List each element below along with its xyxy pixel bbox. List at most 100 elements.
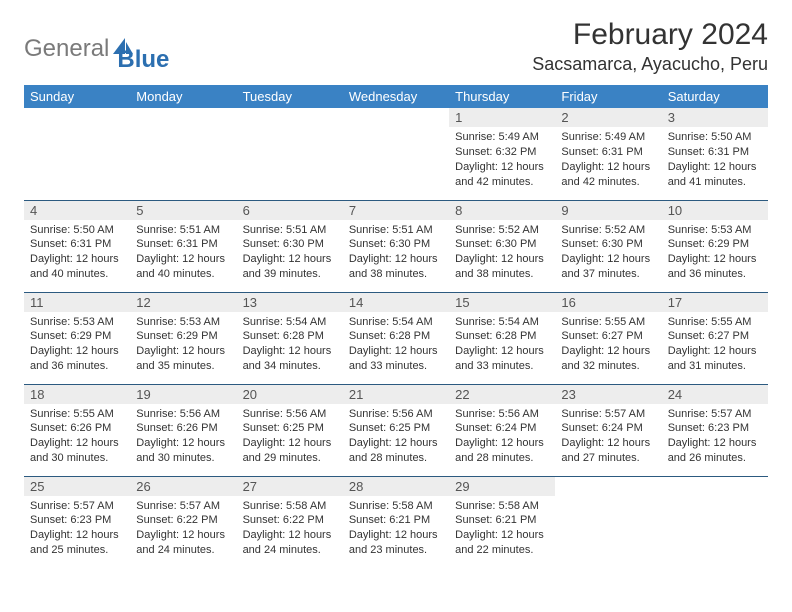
calendar-cell: 5Sunrise: 5:51 AMSunset: 6:31 PMDaylight…: [130, 200, 236, 292]
calendar-cell: 24Sunrise: 5:57 AMSunset: 6:23 PMDayligh…: [662, 384, 768, 476]
calendar-body: ........1Sunrise: 5:49 AMSunset: 6:32 PM…: [24, 108, 768, 568]
day-details: Sunrise: 5:49 AMSunset: 6:31 PMDaylight:…: [555, 127, 661, 193]
daylight-line: Daylight: 12 hours and 28 minutes.: [455, 437, 544, 464]
sunrise-line: Sunrise: 5:55 AM: [668, 316, 752, 328]
day-details: Sunrise: 5:50 AMSunset: 6:31 PMDaylight:…: [24, 220, 130, 286]
day-number: 7: [343, 201, 449, 220]
day-details: Sunrise: 5:54 AMSunset: 6:28 PMDaylight:…: [237, 312, 343, 378]
daylight-line: Daylight: 12 hours and 37 minutes.: [561, 253, 650, 280]
day-details: Sunrise: 5:57 AMSunset: 6:23 PMDaylight:…: [662, 404, 768, 470]
day-details: Sunrise: 5:56 AM Sunset: 6:26 PM Daylight:…: [130, 404, 236, 470]
day-number: 10: [662, 201, 768, 220]
daylight-line: Daylight: 12 hours and 30 minutes.: [136, 437, 225, 464]
day-details: Sunrise: 5:53 AMSunset: 6:29 PMDaylight:…: [662, 220, 768, 286]
calendar-row: ........1Sunrise: 5:49 AMSunset: 6:32 PM…: [24, 108, 768, 200]
sunrise-line: Sunrise: 5:51 AM: [349, 224, 433, 236]
sunrise-line: Sunrise: 5:54 AM: [455, 316, 539, 328]
daylight-line: Daylight: 12 hours and 26 minutes.: [668, 437, 757, 464]
sunrise-line: Sunrise: 5:52 AM: [561, 224, 645, 236]
sunrise-line: Sunrise: 5:56 AM: [136, 408, 220, 420]
day-number: 13: [237, 293, 343, 312]
sunset-line: Sunset: 6:31 PM: [668, 146, 749, 158]
daylight-line: Daylight: 12 hours and 40 minutes.: [136, 253, 225, 280]
day-number: 23: [555, 385, 661, 404]
calendar-table: SundayMondayTuesdayWednesdayThursdayFrid…: [24, 85, 768, 568]
day-number: 21: [343, 385, 449, 404]
sunset-line: Sunset: 6:31 PM: [561, 146, 642, 158]
sunset-line: Sunset: 6:22 PM: [136, 514, 217, 526]
weekday-header: Wednesday: [343, 85, 449, 108]
sunset-line: Sunset: 6:21 PM: [455, 514, 536, 526]
calendar-cell: 23Sunrise: 5:57 AMSunset: 6:24 PMDayligh…: [555, 384, 661, 476]
calendar-cell: 16Sunrise: 5:55 AMSunset: 6:27 PMDayligh…: [555, 292, 661, 384]
day-number: 2: [555, 108, 661, 127]
sunset-line: Sunset: 6:30 PM: [243, 238, 324, 250]
sunrise-line: Sunrise: 5:54 AM: [349, 316, 433, 328]
calendar-cell: 3Sunrise: 5:50 AMSunset: 6:31 PMDaylight…: [662, 108, 768, 200]
daylight-line: Daylight: 12 hours and 35 minutes.: [136, 345, 225, 372]
daylight-line: Daylight: 12 hours and 22 minutes.: [455, 529, 544, 556]
calendar-cell: 10Sunrise: 5:53 AMSunset: 6:29 PMDayligh…: [662, 200, 768, 292]
weekday-header: Monday: [130, 85, 236, 108]
day-details: Sunrise: 5:52 AMSunset: 6:30 PMDaylight:…: [555, 220, 661, 286]
daylight-line: Daylight: 12 hours and 39 minutes.: [243, 253, 332, 280]
daylight-line: Daylight: 12 hours and 38 minutes.: [455, 253, 544, 280]
calendar-cell: 19 Sunrise: 5:56 AM Sunset: 6:26 PM Dayligh…: [130, 384, 236, 476]
weekday-header: Sunday: [24, 85, 130, 108]
weekday-header: Tuesday: [237, 85, 343, 108]
day-number: 15: [449, 293, 555, 312]
sunrise-line: Sunrise: 5:51 AM: [243, 224, 327, 236]
daylight-line: Daylight: 12 hours and 31 minutes.: [668, 345, 757, 372]
day-details: Sunrise: 5:57 AMSunset: 6:23 PMDaylight:…: [24, 496, 130, 562]
sunset-line: Sunset: 6:21 PM: [349, 514, 430, 526]
day-details: Sunrise: 5:51 AMSunset: 6:30 PMDaylight:…: [343, 220, 449, 286]
daylight-line: Daylight: 12 hours and 23 minutes.: [349, 529, 438, 556]
daylight-line: Daylight: 12 hours and 41 minutes.: [668, 161, 757, 188]
sunset-line: Sunset: 6:28 PM: [349, 330, 430, 342]
sunset-line: Sunset: 6:29 PM: [136, 330, 217, 342]
day-details: Sunrise: 5:58 AMSunset: 6:22 PMDaylight:…: [237, 496, 343, 562]
calendar-cell: ..: [662, 476, 768, 568]
daylight-line: Daylight: 12 hours and 40 minutes.: [30, 253, 119, 280]
sunrise-line: Sunrise: 5:55 AM: [30, 408, 114, 420]
calendar-cell: 17Sunrise: 5:55 AMSunset: 6:27 PMDayligh…: [662, 292, 768, 384]
day-details: Sunrise: 5:54 AMSunset: 6:28 PMDaylight:…: [343, 312, 449, 378]
sunrise-line: Sunrise: 5:50 AM: [668, 131, 752, 143]
day-details: Sunrise: 5:57 AMSunset: 6:22 PMDaylight:…: [130, 496, 236, 562]
daylight-line: Daylight: 12 hours and 29 minutes.: [243, 437, 332, 464]
calendar-cell: 1Sunrise: 5:49 AMSunset: 6:32 PMDaylight…: [449, 108, 555, 200]
day-number: 11: [24, 293, 130, 312]
sunset-line: Sunset: 6:27 PM: [561, 330, 642, 342]
calendar-cell: ..: [24, 108, 130, 200]
day-number: 5: [130, 201, 236, 220]
day-details: Sunrise: 5:51 AM Sunset: 6:30 PM Daylight:…: [237, 220, 343, 286]
day-number: 20: [237, 385, 343, 404]
day-number: 17: [662, 293, 768, 312]
daylight-line: Daylight: 12 hours and 34 minutes.: [243, 345, 332, 372]
sunrise-line: Sunrise: 5:53 AM: [30, 316, 114, 328]
sunset-line: Sunset: 6:28 PM: [455, 330, 536, 342]
day-number: 19: [130, 385, 236, 404]
daylight-line: Daylight: 12 hours and 36 minutes.: [30, 345, 119, 372]
day-number: 12: [130, 293, 236, 312]
calendar-cell: 8Sunrise: 5:52 AMSunset: 6:30 PMDaylight…: [449, 200, 555, 292]
day-number: 8: [449, 201, 555, 220]
calendar-cell: 12Sunrise: 5:53 AMSunset: 6:29 PMDayligh…: [130, 292, 236, 384]
sunrise-line: Sunrise: 5:57 AM: [30, 500, 114, 512]
sunrise-line: Sunrise: 5:56 AM: [243, 408, 327, 420]
calendar-cell: 21Sunrise: 5:56 AMSunset: 6:25 PMDayligh…: [343, 384, 449, 476]
calendar-cell: 7Sunrise: 5:51 AMSunset: 6:30 PMDaylight…: [343, 200, 449, 292]
calendar-cell: 29Sunrise: 5:58 AMSunset: 6:21 PMDayligh…: [449, 476, 555, 568]
daylight-line: Daylight: 12 hours and 32 minutes.: [561, 345, 650, 372]
calendar-cell: 20 Sunrise: 5:56 AM Sunset: 6:25 PM Dayligh…: [237, 384, 343, 476]
daylight-line: Daylight: 12 hours and 28 minutes.: [349, 437, 438, 464]
day-details: Sunrise: 5:57 AMSunset: 6:24 PMDaylight:…: [555, 404, 661, 470]
sunset-line: Sunset: 6:25 PM: [243, 422, 324, 434]
sunrise-line: Sunrise: 5:57 AM: [668, 408, 752, 420]
sunset-line: Sunset: 6:26 PM: [136, 422, 217, 434]
sunset-line: Sunset: 6:23 PM: [30, 514, 111, 526]
day-details: Sunrise: 5:56 AM Sunset: 6:25 PM Daylight:…: [237, 404, 343, 470]
location-subtitle: Sacsamarca, Ayacucho, Peru: [532, 54, 768, 75]
weekday-header: Friday: [555, 85, 661, 108]
day-number: 25: [24, 477, 130, 496]
